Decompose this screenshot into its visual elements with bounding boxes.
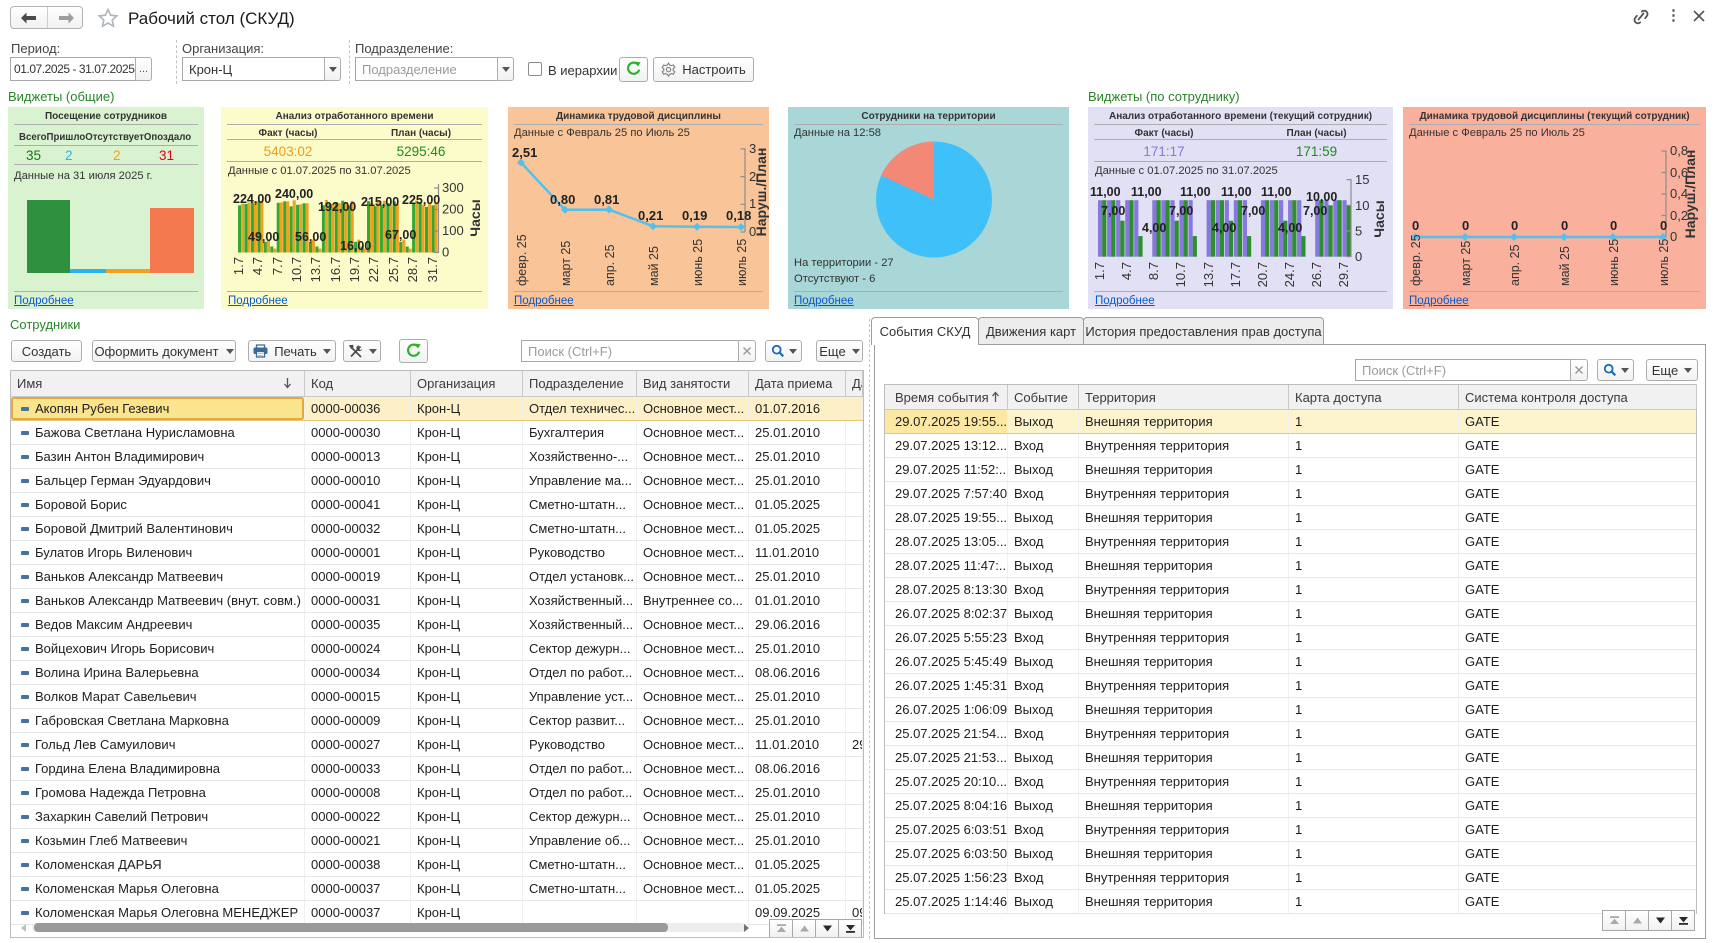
- svg-text:май 25: май 25: [1558, 246, 1572, 286]
- svg-text:13.7: 13.7: [1201, 262, 1216, 287]
- svg-text:0,2: 0,2: [1670, 208, 1688, 223]
- svg-text:1: 1: [749, 196, 756, 211]
- svg-text:0: 0: [1462, 218, 1469, 233]
- svg-text:0,18: 0,18: [726, 208, 751, 223]
- svg-text:215,00: 215,00: [361, 195, 399, 209]
- svg-text:1.7: 1.7: [231, 257, 246, 275]
- svg-text:19.7: 19.7: [347, 257, 362, 282]
- svg-text:192,00: 192,00: [318, 200, 356, 214]
- svg-text:4,00: 4,00: [1142, 221, 1166, 235]
- svg-text:май 25: май 25: [647, 246, 661, 286]
- svg-text:март 25: март 25: [559, 241, 573, 286]
- svg-text:5: 5: [1355, 224, 1362, 239]
- svg-text:29.7: 29.7: [1336, 262, 1351, 287]
- svg-text:240,00: 240,00: [275, 187, 313, 201]
- svg-text:0,80: 0,80: [550, 192, 575, 207]
- svg-text:0: 0: [1511, 218, 1518, 233]
- svg-text:7,00: 7,00: [1101, 204, 1125, 218]
- svg-text:16,00: 16,00: [340, 239, 371, 253]
- svg-text:20.7: 20.7: [1255, 262, 1270, 287]
- svg-text:4,00: 4,00: [1212, 221, 1236, 235]
- svg-text:0: 0: [1561, 218, 1568, 233]
- svg-text:апр. 25: апр. 25: [1508, 244, 1522, 286]
- svg-text:16.7: 16.7: [328, 257, 343, 282]
- svg-text:март 25: март 25: [1459, 241, 1473, 286]
- svg-text:0: 0: [1670, 229, 1677, 244]
- svg-text:4.7: 4.7: [250, 257, 265, 275]
- svg-text:апр. 25: апр. 25: [603, 244, 617, 286]
- svg-text:300: 300: [442, 180, 464, 195]
- svg-text:0: 0: [442, 245, 449, 260]
- svg-text:26.7: 26.7: [1309, 262, 1324, 287]
- svg-text:7,00: 7,00: [1303, 204, 1327, 218]
- svg-text:февр. 25: февр. 25: [515, 234, 529, 286]
- svg-text:11,00: 11,00: [1090, 185, 1121, 199]
- svg-text:февр. 25: февр. 25: [1409, 234, 1423, 286]
- svg-text:10.7: 10.7: [1173, 262, 1188, 287]
- svg-text:0: 0: [749, 224, 756, 239]
- svg-text:22.7: 22.7: [366, 257, 381, 282]
- svg-text:2: 2: [749, 169, 756, 184]
- svg-text:31.7: 31.7: [425, 257, 440, 282]
- svg-text:0,19: 0,19: [682, 208, 707, 223]
- svg-text:24.7: 24.7: [1282, 262, 1297, 287]
- svg-text:0,8: 0,8: [1670, 143, 1688, 158]
- svg-text:67,00: 67,00: [385, 228, 416, 242]
- svg-text:1.7: 1.7: [1092, 262, 1107, 280]
- svg-text:11,00: 11,00: [1131, 185, 1162, 199]
- svg-text:7.7: 7.7: [270, 257, 285, 275]
- svg-text:17.7: 17.7: [1228, 262, 1243, 287]
- svg-text:0,81: 0,81: [594, 192, 619, 207]
- svg-text:0: 0: [1610, 218, 1617, 233]
- svg-text:100: 100: [442, 223, 464, 238]
- svg-text:15: 15: [1355, 172, 1369, 187]
- svg-text:11,00: 11,00: [1180, 185, 1211, 199]
- svg-text:10,00: 10,00: [1306, 190, 1337, 204]
- svg-text:10.7: 10.7: [289, 257, 304, 282]
- svg-text:0: 0: [1660, 218, 1667, 233]
- svg-text:25.7: 25.7: [386, 257, 401, 282]
- svg-text:3: 3: [749, 141, 756, 156]
- svg-text:июнь 25: июнь 25: [691, 239, 705, 286]
- svg-text:0,4: 0,4: [1670, 186, 1688, 201]
- svg-text:0,6: 0,6: [1670, 165, 1688, 180]
- svg-text:11,00: 11,00: [1221, 185, 1252, 199]
- svg-text:7,00: 7,00: [1169, 204, 1193, 218]
- svg-text:2,51: 2,51: [512, 145, 537, 160]
- svg-text:7,00: 7,00: [1241, 204, 1265, 218]
- svg-text:11,00: 11,00: [1261, 185, 1292, 199]
- svg-text:10: 10: [1355, 198, 1369, 213]
- svg-text:0: 0: [1412, 218, 1419, 233]
- svg-text:Часы: Часы: [1371, 200, 1387, 237]
- svg-text:56,00: 56,00: [295, 230, 326, 244]
- svg-text:Часы: Часы: [467, 199, 483, 236]
- svg-text:июль 25: июль 25: [735, 239, 749, 286]
- svg-text:июль 25: июль 25: [1657, 239, 1671, 286]
- svg-text:49,00: 49,00: [248, 230, 279, 244]
- svg-text:4.7: 4.7: [1119, 262, 1134, 280]
- svg-text:28.7: 28.7: [405, 257, 420, 282]
- svg-text:200: 200: [442, 202, 464, 217]
- svg-text:13.7: 13.7: [308, 257, 323, 282]
- svg-text:Наруш./План: Наруш./План: [1682, 150, 1698, 239]
- svg-text:225,00: 225,00: [402, 193, 440, 207]
- svg-text:0,21: 0,21: [638, 208, 663, 223]
- svg-text:Наруш./План: Наруш./План: [753, 148, 769, 237]
- svg-text:0: 0: [1355, 249, 1362, 264]
- svg-text:224,00: 224,00: [233, 192, 271, 206]
- svg-text:июнь 25: июнь 25: [1607, 239, 1621, 286]
- svg-text:4,00: 4,00: [1278, 221, 1302, 235]
- svg-text:8.7: 8.7: [1146, 262, 1161, 280]
